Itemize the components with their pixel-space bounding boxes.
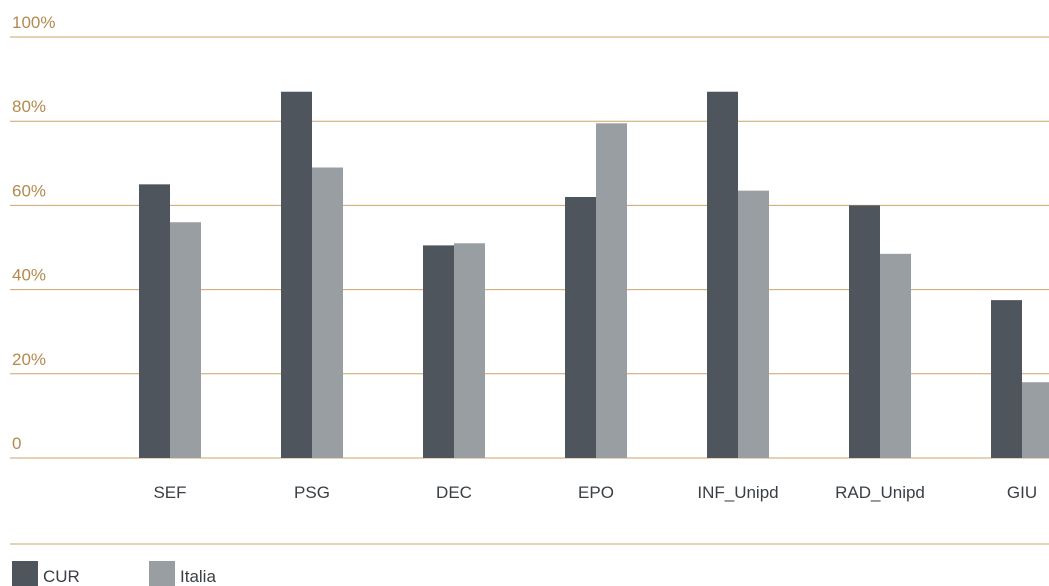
bar-cur-giu (991, 300, 1022, 458)
y-tick-label: 60% (12, 181, 46, 200)
bar-cur-epo (565, 196, 596, 459)
x-tick-label: INF_Unipd (697, 483, 778, 502)
y-tick-label: 80% (12, 97, 46, 116)
bar-italia-epo (596, 123, 627, 459)
legend-label-cur: CUR (43, 567, 80, 586)
y-tick-label: 40% (12, 266, 46, 285)
y-tick-label: 20% (12, 350, 46, 369)
x-tick-label: SEF (153, 483, 186, 502)
bar-cur-psg (281, 91, 312, 458)
bar-italia-rad_unipd (880, 253, 911, 458)
y-tick-label: 0 (12, 434, 21, 453)
legend-swatch-cur (12, 561, 38, 586)
x-tick-label: PSG (294, 483, 330, 502)
bar-italia-psg (312, 167, 343, 458)
bar-italia-giu (1022, 382, 1049, 458)
bar-cur-sef (139, 184, 170, 458)
y-tick-label: 100% (12, 13, 55, 32)
legend-label-italia: Italia (180, 567, 216, 586)
bar-cur-inf_unipd (707, 91, 738, 458)
x-tick-label: GIU (1007, 483, 1037, 502)
legend: CUR Italia (12, 561, 216, 586)
bar-italia-inf_unipd (738, 190, 769, 459)
x-axis-ticks: SEF PSG DEC EPO INF_Unipd RAD_Unipd GIU (153, 483, 1037, 502)
y-axis-ticks: 0 20% 40% 60% 80% 100% (12, 13, 55, 453)
x-tick-label: EPO (578, 483, 614, 502)
bar-cur-rad_unipd (849, 205, 880, 458)
bar-italia-sef (170, 222, 201, 458)
x-tick-label: RAD_Unipd (835, 483, 925, 502)
bar-cur-dec (423, 245, 454, 458)
bar-italia-dec (454, 243, 485, 458)
bars (139, 91, 1049, 459)
x-tick-label: DEC (436, 483, 472, 502)
legend-swatch-italia (149, 561, 175, 586)
